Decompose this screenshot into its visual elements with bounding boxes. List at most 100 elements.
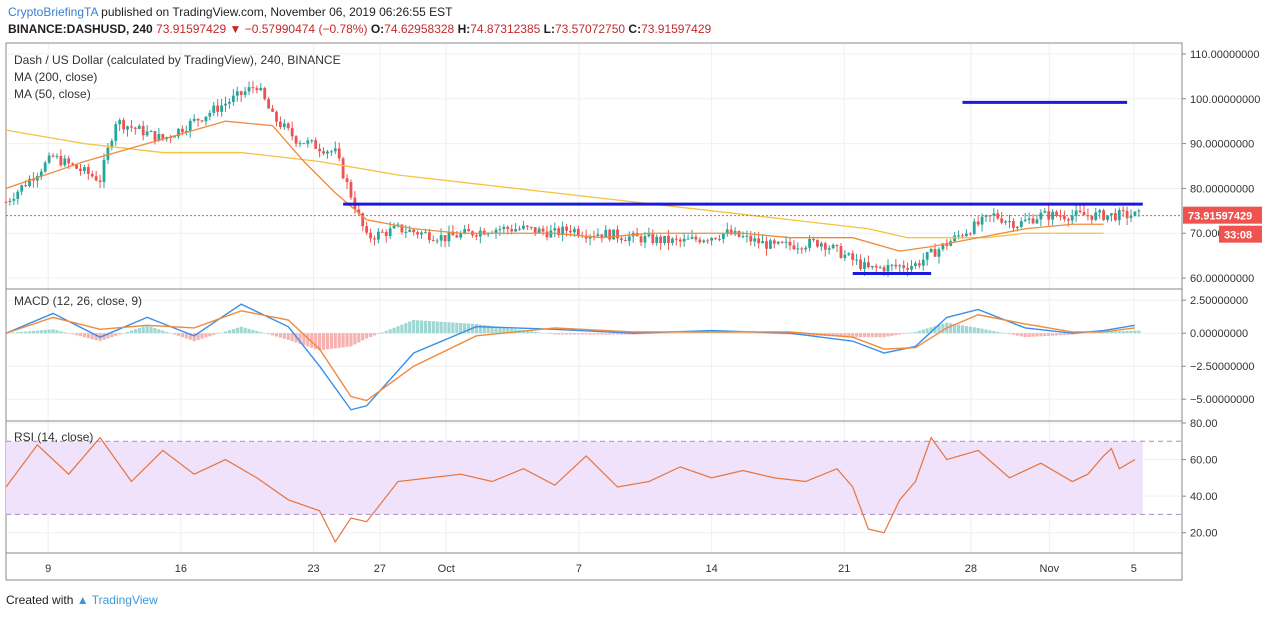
macd-histogram-bar <box>169 333 173 334</box>
candle-body <box>800 248 804 250</box>
rsi-tick-label: 80.00 <box>1190 418 1218 430</box>
macd-histogram-bar <box>615 333 620 335</box>
tradingview-logo-icon[interactable]: ▲ <box>76 593 89 607</box>
candle-body <box>804 247 808 250</box>
macd-histogram-bar <box>890 333 894 336</box>
price-axis[interactable]: 60.0000000070.0000000080.0000000090.0000… <box>1182 49 1260 540</box>
candle-body <box>447 231 451 242</box>
last-price-tag <box>1183 206 1262 224</box>
legend-ma200: MA (200, close) <box>14 70 97 84</box>
candle-body <box>173 136 176 138</box>
candle-body <box>816 240 819 247</box>
macd-histogram-bar <box>874 333 878 338</box>
macd-histogram-bar <box>564 333 569 335</box>
candle-body <box>1039 212 1043 220</box>
macd-histogram-bar <box>35 330 39 334</box>
macd-histogram-bar <box>808 333 812 336</box>
trendlines[interactable] <box>6 100 1182 276</box>
candle-body <box>349 182 353 198</box>
candle-body <box>604 229 608 238</box>
macd-histogram-bar <box>964 325 968 334</box>
macd-histogram-bar <box>55 330 59 334</box>
candle-body <box>945 243 949 246</box>
macd-histogram-bar <box>612 333 616 335</box>
candle-body <box>639 236 643 243</box>
candle-body <box>792 245 796 250</box>
macd-histogram-bar <box>114 333 118 336</box>
macd-histogram-bar <box>376 333 380 334</box>
candle-body <box>416 232 419 235</box>
candle-body <box>94 176 98 181</box>
publish-line: CryptoBriefingTA published on TradingVie… <box>8 5 453 19</box>
macd-histogram-bar <box>12 332 16 334</box>
candle-body <box>404 231 408 233</box>
candle-body <box>1110 213 1113 216</box>
macd-histogram-bar <box>886 333 890 337</box>
macd-histogram-bar <box>992 331 996 334</box>
candle-body <box>968 233 972 235</box>
tradingview-brand[interactable]: TradingView <box>91 593 158 607</box>
legend-rsi: RSI (14, close) <box>14 430 93 444</box>
macd-histogram-bar <box>878 333 882 338</box>
candle-body <box>678 239 682 242</box>
legend-ma50: MA (50, close) <box>14 87 91 101</box>
macd-tick-label: −2.50000000 <box>1190 361 1255 373</box>
created-with-label: Created with <box>6 593 74 607</box>
candle-body <box>71 163 75 165</box>
macd-histogram-bar <box>439 321 443 334</box>
candle-body <box>306 140 310 144</box>
down-arrow-icon: ▼ <box>229 22 242 36</box>
candle-body <box>1078 210 1082 212</box>
macd-histogram-bar <box>596 333 600 335</box>
candle-body <box>533 227 537 233</box>
macd-histogram-bar <box>1043 333 1047 337</box>
candle-body <box>286 123 290 129</box>
publisher-name[interactable]: CryptoBriefingTA <box>8 5 98 19</box>
last-price-tag-label: 73.91597429 <box>1188 211 1252 223</box>
macd-histogram-bar <box>59 331 63 334</box>
close-label: C: <box>628 22 642 36</box>
macd-histogram-bar <box>137 327 141 334</box>
candle-body <box>623 240 627 242</box>
candle-body <box>431 240 435 242</box>
candle-body <box>451 231 455 236</box>
candle-body <box>1051 211 1055 220</box>
candle-body <box>522 225 525 229</box>
macd-histogram-bar <box>466 323 471 334</box>
macd-histogram-bar <box>129 330 134 334</box>
macd-histogram-bar <box>31 330 36 334</box>
macd-histogram-bar <box>753 333 757 334</box>
candle-body <box>1059 215 1062 217</box>
macd-histogram-bar <box>655 333 659 334</box>
macd-histogram-bar <box>204 333 208 338</box>
macd-histogram-bar <box>286 333 290 340</box>
macd-histogram-bar <box>717 332 722 334</box>
macd-histogram-bar <box>251 329 255 334</box>
macd-histogram-bar <box>525 330 529 334</box>
macd-histogram-bar <box>318 333 322 351</box>
macd-histogram-bar <box>392 327 396 334</box>
macd-histogram-bar <box>1082 333 1086 334</box>
candle-body <box>961 235 964 237</box>
macd-histogram-bar <box>659 333 663 334</box>
macd-histogram-bar <box>835 333 839 337</box>
macd-histogram-bar <box>1066 333 1070 335</box>
candle-body <box>831 244 835 249</box>
macd-histogram-bar <box>478 324 482 334</box>
candle-body <box>181 128 184 133</box>
macd-histogram-bar <box>161 330 165 334</box>
time-axis[interactable]: 9 16 23 27 Oct 7 14 21 28 Nov 5 <box>45 563 1137 575</box>
macd-histogram-bar <box>953 323 957 334</box>
candle-body <box>133 127 137 129</box>
macd-histogram-bar <box>858 333 863 338</box>
macd-histogram-bar <box>39 330 43 334</box>
macd-histogram-bar <box>933 326 937 334</box>
candle-body <box>79 168 82 172</box>
candle-body <box>647 234 651 237</box>
time-tick-label: 27 <box>374 563 386 575</box>
candle-body <box>1043 211 1047 213</box>
candle-body <box>1066 219 1070 221</box>
macd-histogram-bar <box>937 324 941 334</box>
macd-histogram-bar <box>106 333 110 339</box>
